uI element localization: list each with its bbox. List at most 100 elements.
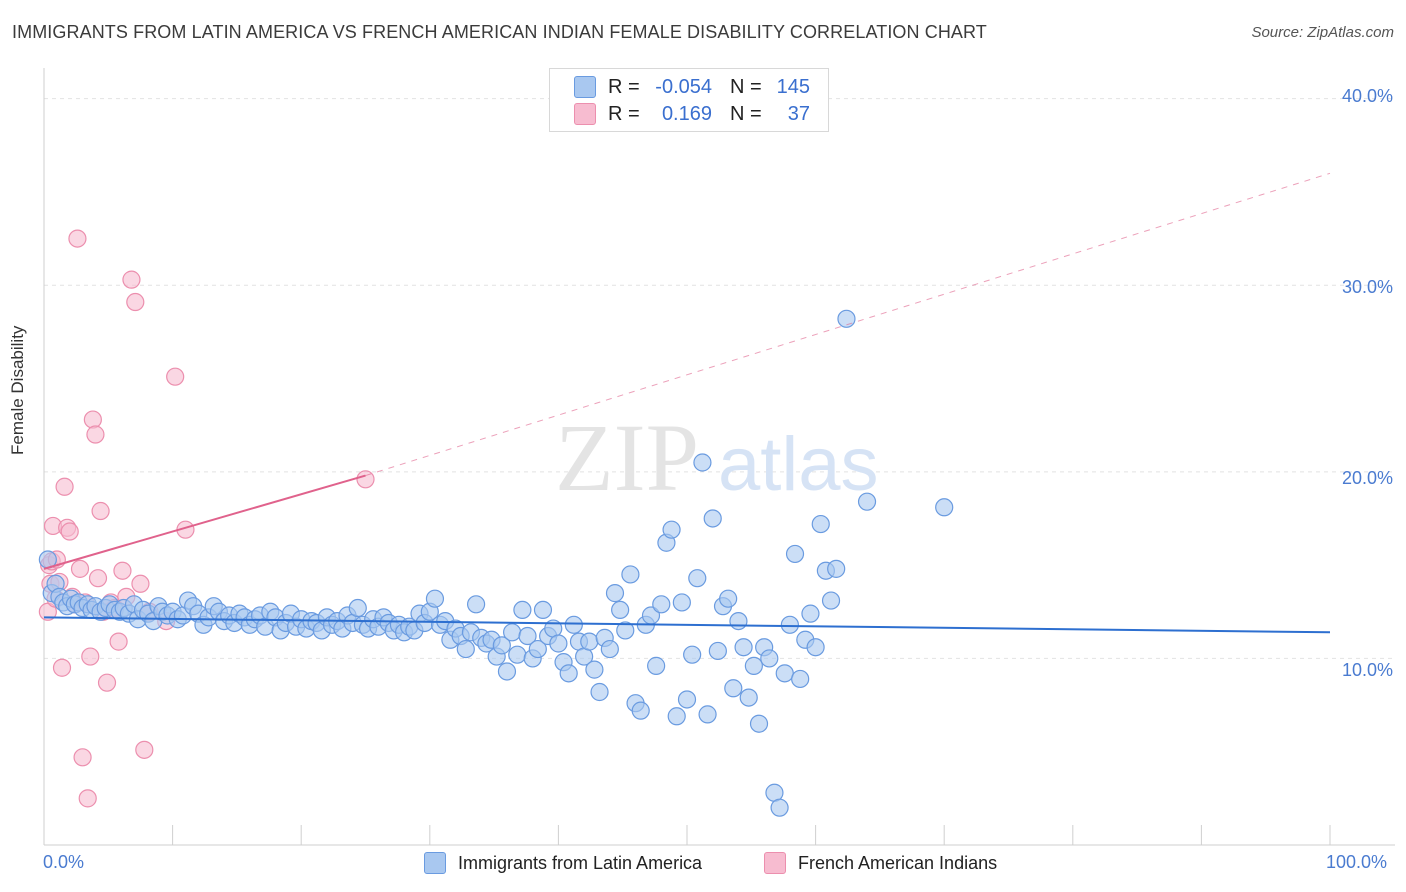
pink-point <box>70 559 90 578</box>
source-credit: Source: ZipAtlas.com <box>1251 24 1394 41</box>
x-tick-label: 100.0% <box>1326 852 1388 872</box>
blue-point <box>667 707 686 726</box>
blue-point <box>749 714 769 733</box>
blue-point <box>503 623 522 642</box>
blue-point <box>821 591 841 610</box>
legend-row-pink: R = 0.169 N = 37 <box>574 102 810 126</box>
blue-point <box>780 615 799 634</box>
axes <box>43 68 1395 846</box>
blue-point <box>662 520 681 539</box>
blue-point <box>677 690 697 709</box>
blue-point <box>580 632 599 651</box>
blue-point <box>693 453 712 472</box>
pink-point <box>113 561 132 580</box>
r-label: R = <box>608 102 640 125</box>
blue-point <box>708 641 727 661</box>
pink-point <box>88 569 108 588</box>
pink-trend-line <box>43 474 366 570</box>
legend-item-pink: French American Indians <box>764 852 997 874</box>
legend-item-blue: Immigrants from Latin America <box>424 852 702 874</box>
watermark-atlas: atlas <box>718 422 879 507</box>
blue-point <box>791 669 810 689</box>
pink-point <box>83 410 102 429</box>
legend-label: Immigrants from Latin America <box>458 852 703 873</box>
blue-point <box>739 688 758 707</box>
blue-point <box>600 639 619 659</box>
n-value: 37 <box>787 102 810 125</box>
pink-point <box>166 367 185 386</box>
blue-point <box>631 701 650 720</box>
blue-point <box>456 639 475 659</box>
pink-point <box>109 632 128 651</box>
n-label: N = <box>730 102 762 125</box>
pink-point <box>73 748 92 767</box>
r-value: -0.054 <box>655 75 712 98</box>
blue-point <box>770 798 789 817</box>
n-value: 145 <box>776 75 810 98</box>
pink-point <box>52 658 72 677</box>
blue-point <box>513 600 532 620</box>
blue-swatch <box>574 76 596 98</box>
blue-point <box>348 598 367 618</box>
grid-lines <box>44 98 1395 659</box>
pink-point <box>91 501 110 521</box>
pink-point <box>78 789 97 808</box>
pink-series-points <box>38 229 375 808</box>
pink-trend-extension <box>365 172 1331 477</box>
blue-point <box>734 638 753 657</box>
blue-point <box>492 636 511 655</box>
pink-point <box>122 270 141 289</box>
blue-point <box>775 664 794 683</box>
blue-point <box>621 565 640 584</box>
blue-point <box>605 584 625 603</box>
blue-point <box>729 611 748 631</box>
r-value: 0.169 <box>661 102 712 125</box>
blue-point <box>806 638 825 657</box>
pink-point <box>60 522 79 541</box>
pink-point <box>97 673 117 692</box>
blue-point <box>672 593 691 612</box>
pink-swatch <box>764 852 786 874</box>
blue-point <box>811 514 830 534</box>
blue-point <box>528 639 547 659</box>
blue-point <box>827 559 846 578</box>
y-tick-label: 40.0% <box>1341 86 1393 106</box>
pink-point <box>55 477 74 496</box>
blue-point <box>724 679 743 698</box>
blue-trend-line <box>43 616 1331 634</box>
blue-point <box>466 595 486 614</box>
x-tick-label: 0.0% <box>43 852 85 872</box>
blue-point <box>533 600 553 620</box>
blue-point <box>549 634 568 653</box>
blue-swatch <box>424 852 446 874</box>
watermark-zip: ZIP <box>555 404 699 511</box>
blue-point <box>801 604 820 623</box>
blue-point <box>590 682 609 702</box>
blue-point <box>935 498 954 517</box>
pink-point <box>131 574 150 593</box>
blue-point <box>647 656 666 675</box>
blue-point <box>719 589 738 608</box>
trend-lines <box>43 172 1331 634</box>
stats-legend: R = -0.054 N = 145 R = 0.169 N = 37 <box>549 68 829 132</box>
blue-point <box>652 595 671 614</box>
y-tick-label: 20.0% <box>1341 468 1393 488</box>
blue-point <box>497 662 517 681</box>
y-axis-label: Female Disability <box>8 325 27 455</box>
blue-point <box>698 705 717 724</box>
blue-point <box>683 645 702 664</box>
n-label: N = <box>730 75 762 98</box>
blue-point <box>611 600 630 620</box>
blue-point <box>688 569 707 588</box>
blue-point <box>518 626 537 646</box>
legend-label: French American Indians <box>798 852 998 873</box>
pink-point <box>135 740 154 759</box>
pink-point <box>68 229 87 248</box>
pink-point <box>126 292 145 312</box>
y-tick-label: 30.0% <box>1341 277 1393 297</box>
chart-title: IMMIGRANTS FROM LATIN AMERICA VS FRENCH … <box>12 22 987 42</box>
blue-point <box>616 621 635 640</box>
blue-point <box>785 544 805 564</box>
pink-point <box>356 470 375 489</box>
blue-point <box>744 656 763 675</box>
